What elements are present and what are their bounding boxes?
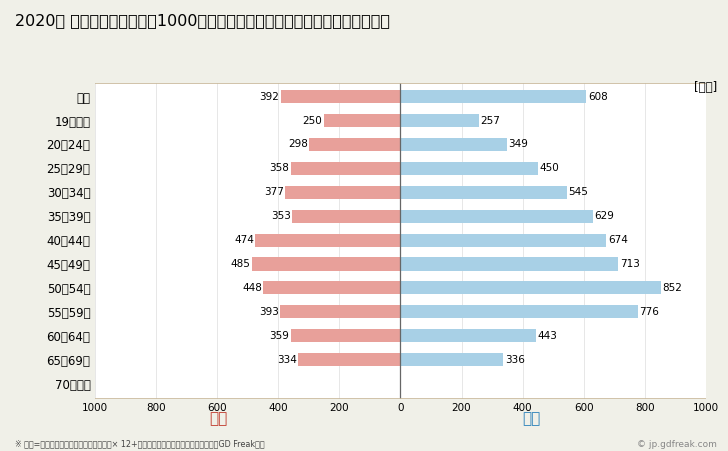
Text: © jp.gdfreak.com: © jp.gdfreak.com [637,440,717,449]
Bar [400,162,538,175]
Text: ※ 年収=「きまって支給する現金給与額」× 12+「年間賞与その他特別給与額」としてGD Freak推計: ※ 年収=「きまって支給する現金給与額」× 12+「年間賞与その他特別給与額」と… [15,440,264,449]
Bar [400,329,536,342]
Text: 608: 608 [587,92,608,101]
Bar [400,305,638,318]
Bar [400,210,593,223]
Text: 358: 358 [269,163,290,173]
Text: 男性: 男性 [522,411,541,426]
Text: 334: 334 [277,354,297,365]
Text: 257: 257 [480,115,500,125]
Bar [400,138,507,151]
Text: 776: 776 [639,307,659,317]
Bar [291,162,400,175]
Text: 485: 485 [231,259,250,269]
Bar [400,258,618,271]
Bar [309,138,400,151]
Bar [252,258,400,271]
Text: 852: 852 [662,283,682,293]
Bar [285,186,400,199]
Text: 443: 443 [537,331,557,341]
Text: 377: 377 [264,187,284,197]
Text: 545: 545 [569,187,588,197]
Bar [293,210,400,223]
Bar [280,90,400,103]
Text: [万円]: [万円] [694,81,717,94]
Bar [280,305,400,318]
Bar [400,281,661,295]
Text: 349: 349 [509,139,529,149]
Bar [400,234,606,247]
Bar [400,186,567,199]
Text: 474: 474 [234,235,254,245]
Text: 250: 250 [303,115,323,125]
Bar [400,114,479,127]
Bar [400,90,586,103]
Text: 393: 393 [259,307,279,317]
Bar [256,234,400,247]
Text: 353: 353 [271,211,291,221]
Text: 450: 450 [539,163,559,173]
Text: 713: 713 [620,259,640,269]
Text: 629: 629 [594,211,614,221]
Bar [298,353,400,366]
Bar [290,329,400,342]
Text: 674: 674 [608,235,628,245]
Text: 女性: 女性 [209,411,228,426]
Text: 392: 392 [259,92,279,101]
Text: 298: 298 [288,139,308,149]
Text: 359: 359 [269,331,289,341]
Bar [324,114,400,127]
Text: 336: 336 [505,354,525,365]
Text: 448: 448 [242,283,262,293]
Bar [400,353,503,366]
Bar [264,281,400,295]
Text: 2020年 民間企業（従業者数1000人以上）フルタイム労働者の男女別平均年収: 2020年 民間企業（従業者数1000人以上）フルタイム労働者の男女別平均年収 [15,14,389,28]
